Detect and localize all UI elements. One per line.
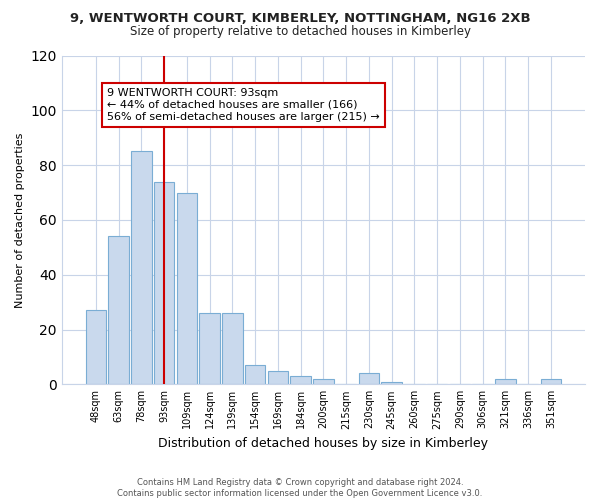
Text: 9, WENTWORTH COURT, KIMBERLEY, NOTTINGHAM, NG16 2XB: 9, WENTWORTH COURT, KIMBERLEY, NOTTINGHA…: [70, 12, 530, 26]
Bar: [313, 379, 334, 384]
Text: Size of property relative to detached houses in Kimberley: Size of property relative to detached ho…: [130, 25, 470, 38]
Bar: [222, 313, 242, 384]
Bar: [131, 152, 152, 384]
Bar: [359, 374, 379, 384]
Bar: [86, 310, 106, 384]
Text: 9 WENTWORTH COURT: 93sqm
← 44% of detached houses are smaller (166)
56% of semi-: 9 WENTWORTH COURT: 93sqm ← 44% of detach…: [107, 88, 380, 122]
Text: Contains HM Land Registry data © Crown copyright and database right 2024.
Contai: Contains HM Land Registry data © Crown c…: [118, 478, 482, 498]
Bar: [176, 192, 197, 384]
Bar: [199, 313, 220, 384]
Bar: [268, 370, 288, 384]
X-axis label: Distribution of detached houses by size in Kimberley: Distribution of detached houses by size …: [158, 437, 488, 450]
Bar: [290, 376, 311, 384]
Bar: [495, 379, 516, 384]
Bar: [541, 379, 561, 384]
Bar: [154, 182, 175, 384]
Bar: [245, 365, 265, 384]
Y-axis label: Number of detached properties: Number of detached properties: [15, 132, 25, 308]
Bar: [109, 236, 129, 384]
Bar: [382, 382, 402, 384]
